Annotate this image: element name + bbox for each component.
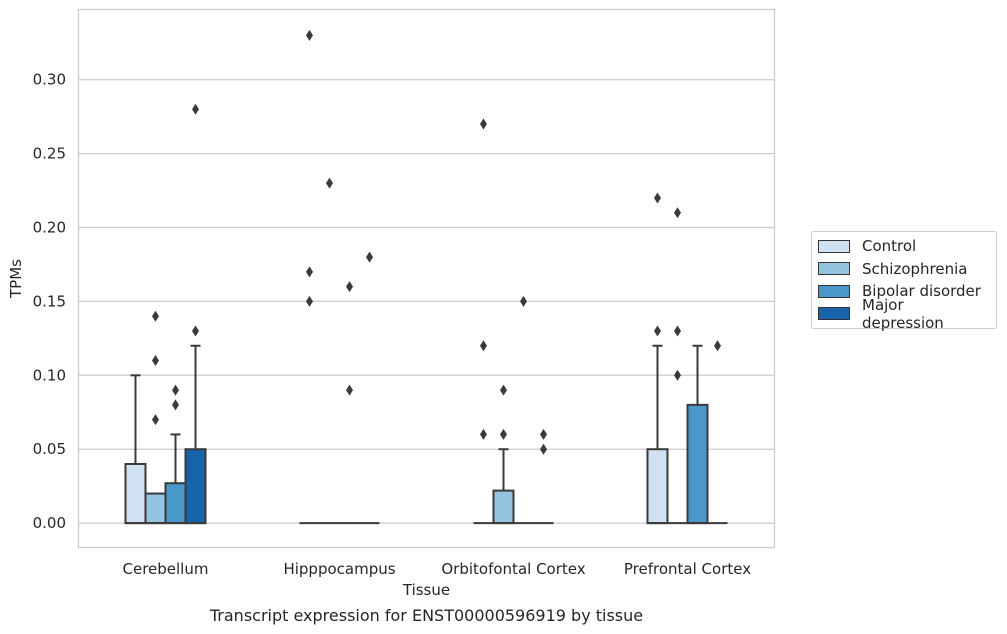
box-1-2 <box>492 384 515 525</box>
box-body-0-0 <box>124 462 147 525</box>
legend-swatch-3 <box>818 307 850 321</box>
box-body-1-2 <box>492 489 515 525</box>
legend-label-0: Control <box>862 237 917 256</box>
legend: Control Schizophrenia Bipolar disorder Majo… <box>811 231 997 332</box>
y-tick-label-5: 0.25 <box>33 145 66 163</box>
outlier-0-3-1 <box>653 325 661 337</box>
box-3-2 <box>533 428 554 525</box>
box-1-1 <box>319 177 340 525</box>
legend-label-2: Bipolar disorder <box>862 282 981 301</box>
outlier-2-2-0 <box>520 295 528 307</box>
box-1-3 <box>667 207 688 525</box>
box-0-1 <box>299 29 320 525</box>
outlier-2-1-1 <box>346 384 354 396</box>
legend-swatch-0 <box>818 239 850 253</box>
outlier-0-2-0 <box>479 118 487 130</box>
box-body-2-0 <box>164 482 187 525</box>
legend-swatch-1 <box>818 262 850 276</box>
outlier-1-3-0 <box>673 207 681 219</box>
box-0-3 <box>646 192 669 525</box>
x-axis-ticks: Cerebellum Hipppocampus Orbitofontal Corte… <box>123 560 752 578</box>
box-plot-marks <box>124 29 728 525</box>
y-axis-ticks: 0.00 0.05 0.10 0.15 0.20 0.25 0.30 <box>33 71 66 532</box>
box-2-3 <box>686 344 709 525</box>
box-0-2 <box>473 118 494 525</box>
outlier-2-1-0 <box>346 281 354 293</box>
y-axis-label: TPMs <box>7 259 25 299</box>
outlier-2-0-0 <box>172 384 180 396</box>
outlier-0-2-2 <box>479 428 487 440</box>
outlier-0-3-0 <box>653 192 661 204</box>
x-tick-label-0: Cerebellum <box>123 560 209 578</box>
box-body-1-0 <box>144 492 167 525</box>
y-tick-label-3: 0.15 <box>33 292 66 310</box>
outlier-1-2-1 <box>499 428 507 440</box>
legend-item-2: Bipolar disorder <box>818 280 990 303</box>
outlier-1-0-1 <box>151 355 159 367</box>
outlier-3-2-0 <box>540 428 548 440</box>
outlier-3-1-0 <box>366 251 374 263</box>
box-body-2-3 <box>686 403 709 525</box>
outlier-0-1-0 <box>305 29 313 41</box>
outlier-0-1-2 <box>305 295 313 307</box>
box-2-2 <box>513 295 534 525</box>
outlier-3-2-1 <box>540 443 548 455</box>
outlier-1-1-0 <box>325 177 333 189</box>
box-body-0-3 <box>646 448 669 525</box>
y-tick-label-1: 0.05 <box>33 440 66 458</box>
y-tick-label-2: 0.10 <box>33 366 66 384</box>
y-tick-label-6: 0.30 <box>33 71 66 89</box>
figure-caption: Transcript expression for ENST0000059691… <box>209 606 644 625</box>
outlier-3-0-1 <box>192 325 200 337</box>
outlier-1-0-0 <box>151 310 159 322</box>
plot-frame <box>77 8 776 549</box>
legend-label-1: Schizophrenia <box>862 259 968 278</box>
box-3-1 <box>359 251 380 525</box>
box-body-3-0 <box>184 448 207 525</box>
outlier-0-1-1 <box>305 266 313 278</box>
legend-item-3: Major depression <box>818 296 990 332</box>
box-3-3 <box>707 340 728 525</box>
outlier-1-2-0 <box>499 384 507 396</box>
x-tick-label-3: Prefrontal Cortex <box>624 560 751 578</box>
legend-item-1: Schizophrenia <box>818 258 990 281</box>
legend-item-0: Control <box>818 235 990 258</box>
outlier-3-3-0 <box>714 340 722 352</box>
outlier-1-0-2 <box>151 414 159 426</box>
outlier-1-3-1 <box>673 325 681 337</box>
box-2-0 <box>164 384 187 525</box>
box-3-0 <box>184 103 207 525</box>
x-tick-label-2: Orbitofontal Cortex <box>441 560 585 578</box>
legend-swatch-2 <box>818 284 850 298</box>
gridlines <box>78 79 775 524</box>
x-tick-label-1: Hipppocampus <box>283 560 395 578</box>
outlier-1-3-2 <box>673 369 681 381</box>
legend-label-3: Major depression <box>862 295 944 332</box>
y-tick-label-0: 0.00 <box>33 514 66 532</box>
box-1-0 <box>144 310 167 525</box>
outlier-2-0-1 <box>172 399 180 411</box>
x-axis-label: Tissue <box>402 581 450 599</box>
box-2-1 <box>339 281 360 525</box>
outlier-0-2-1 <box>479 340 487 352</box>
y-tick-label-4: 0.20 <box>33 219 66 237</box>
outlier-3-0-0 <box>192 103 200 115</box>
